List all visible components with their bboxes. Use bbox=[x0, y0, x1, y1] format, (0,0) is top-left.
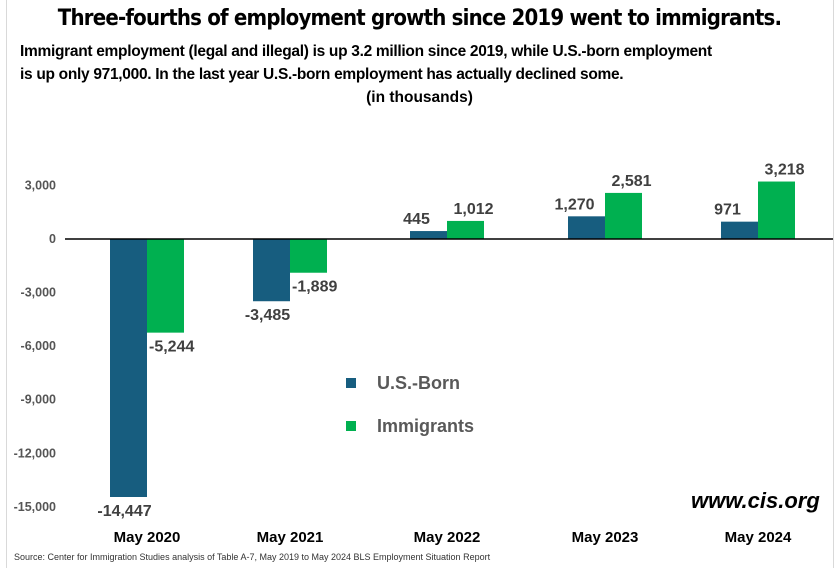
data-label: 1,012 bbox=[453, 201, 493, 218]
bar-immigrants bbox=[605, 192, 642, 239]
legend-label: Immigrants bbox=[377, 416, 474, 436]
data-label: 445 bbox=[403, 211, 430, 228]
bar-us-born bbox=[110, 239, 147, 497]
units-label: (in thousands) bbox=[366, 89, 473, 106]
y-tick-label: -3,000 bbox=[21, 286, 56, 300]
chart-subtitle: Immigrant employment (legal and illegal)… bbox=[20, 40, 839, 86]
bar-immigrants bbox=[447, 220, 484, 239]
data-label: 971 bbox=[714, 202, 741, 219]
brand-url: www.cis.org bbox=[691, 488, 820, 513]
y-tick-label: 0 bbox=[49, 232, 56, 246]
chart-frame bbox=[6, 0, 834, 568]
legend-label: U.S.-Born bbox=[377, 373, 460, 393]
subtitle-line-2: is up only 971,000. In the last year U.S… bbox=[20, 66, 624, 83]
subtitle-line-1: Immigrant employment (legal and illegal)… bbox=[20, 43, 712, 60]
y-tick-label: -6,000 bbox=[21, 339, 56, 353]
source-note: Source: Center for Immigration Studies a… bbox=[14, 552, 491, 562]
data-label: 2,581 bbox=[611, 173, 651, 190]
bar-us-born bbox=[253, 239, 290, 302]
chart-title: Three-fourths of employment growth since… bbox=[57, 6, 782, 31]
bar-immigrants bbox=[147, 239, 184, 333]
y-tick-label: -9,000 bbox=[21, 393, 56, 407]
x-category-label: May 2021 bbox=[257, 529, 324, 546]
legend-swatch-immigrants bbox=[346, 421, 356, 431]
data-labels: -14,447 -3,485 445 1,270 971 -5,244 -1,889 1,01… bbox=[97, 162, 804, 520]
bar-us-born bbox=[721, 221, 758, 239]
y-tick-label: -12,000 bbox=[14, 446, 56, 460]
data-label: 3,218 bbox=[764, 162, 804, 179]
data-label: -3,485 bbox=[245, 307, 290, 324]
bar-immigrants bbox=[290, 239, 327, 273]
x-category-label: May 2023 bbox=[572, 529, 639, 546]
x-category-label: May 2024 bbox=[725, 529, 792, 546]
data-label: -14,447 bbox=[97, 503, 151, 520]
y-tick-label: -15,000 bbox=[14, 500, 56, 514]
legend: U.S.-Born Immigrants bbox=[346, 373, 474, 436]
data-label: -1,889 bbox=[292, 279, 337, 296]
x-category-label: May 2020 bbox=[114, 529, 181, 546]
y-axis-ticks: 3,000 0 -3,000 -6,000 -9,000 -12,000 -15,000 bbox=[14, 178, 56, 513]
data-label: -5,244 bbox=[149, 339, 194, 356]
bar-us-born bbox=[410, 231, 447, 239]
bars bbox=[110, 181, 795, 497]
y-tick-label: 3,000 bbox=[25, 178, 56, 192]
x-axis-categories: May 2020 May 2021 May 2022 May 2023 May 2024 bbox=[114, 529, 792, 546]
data-label: 1,270 bbox=[554, 196, 594, 213]
bar-immigrants bbox=[758, 181, 795, 239]
legend-swatch-us-born bbox=[346, 378, 356, 388]
x-category-label: May 2022 bbox=[414, 529, 481, 546]
bar-us-born bbox=[568, 216, 605, 239]
